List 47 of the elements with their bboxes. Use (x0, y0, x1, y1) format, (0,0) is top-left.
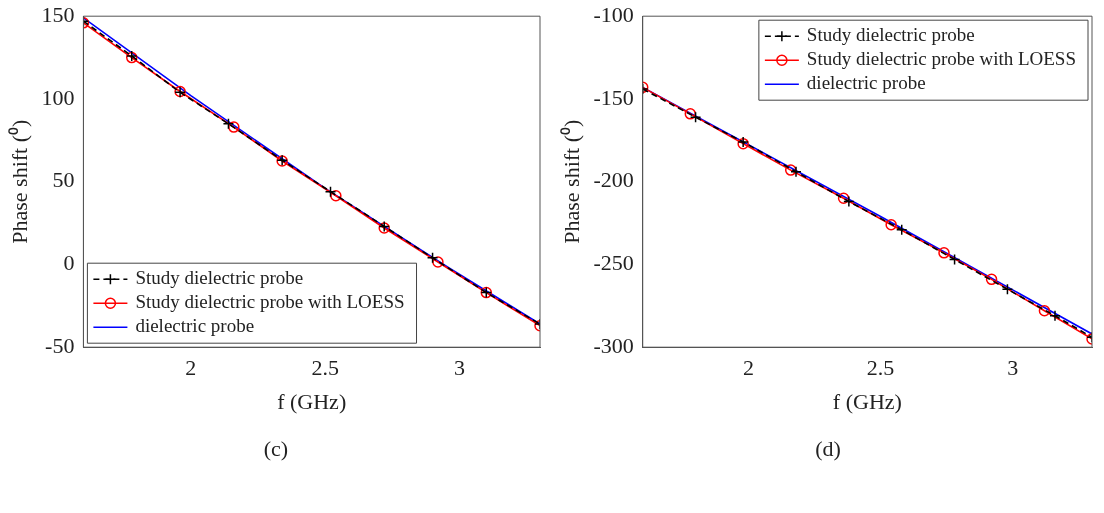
point (837, 192, 850, 204)
x-axis-title: f (GHz) (277, 388, 347, 414)
y-tick-label: -300 (593, 332, 634, 358)
point (938, 247, 950, 259)
point (324, 185, 337, 198)
point (330, 190, 342, 202)
point (1049, 310, 1061, 322)
point (790, 166, 802, 178)
legend-label: Study dielectric probe (135, 267, 304, 289)
point (885, 218, 897, 231)
y-tick-label: -250 (593, 250, 634, 276)
point (948, 253, 961, 266)
point (985, 273, 998, 286)
y-axis-title: Phase shift (⁰) (6, 119, 32, 244)
point (222, 118, 235, 130)
text: (d) (814, 436, 842, 462)
legend-label: Study dielectric probe (806, 24, 975, 46)
y-tick-label: -200 (593, 167, 634, 193)
y-tick-label: 0 (63, 250, 75, 276)
point (684, 108, 697, 120)
legend-label: Study dielectric probe with LOESS (135, 291, 405, 313)
y-tick-label: -150 (593, 84, 634, 110)
legend-label: dielectric probe (806, 72, 926, 94)
text: (c) (262, 436, 290, 462)
x-tick-label: 2.5 (866, 355, 895, 381)
x-axis-title: f (GHz) (832, 388, 902, 414)
point (228, 121, 240, 133)
point (895, 223, 908, 236)
legend-label: dielectric probe (135, 315, 255, 337)
x-tick-label: 2 (742, 355, 754, 381)
x-tick-label: 2.5 (311, 355, 339, 381)
x-tick-label: 2 (185, 355, 197, 381)
x-tick-label: 3 (453, 355, 465, 381)
y-tick-label: 100 (41, 84, 75, 110)
point (689, 111, 702, 123)
y-tick-label: 150 (41, 1, 75, 27)
point (432, 256, 444, 268)
point (843, 195, 855, 208)
y-tick-label: -100 (593, 1, 634, 27)
point (1001, 283, 1014, 296)
y-tick-label: -50 (45, 332, 75, 358)
legend-label: Study dielectric probe with LOESS (806, 48, 1077, 70)
point (1038, 305, 1051, 317)
point (426, 252, 439, 264)
y-axis-title: Phase shift (⁰) (558, 119, 584, 244)
y-tick-label: 50 (52, 167, 75, 193)
x-tick-label: 3 (1007, 355, 1019, 381)
